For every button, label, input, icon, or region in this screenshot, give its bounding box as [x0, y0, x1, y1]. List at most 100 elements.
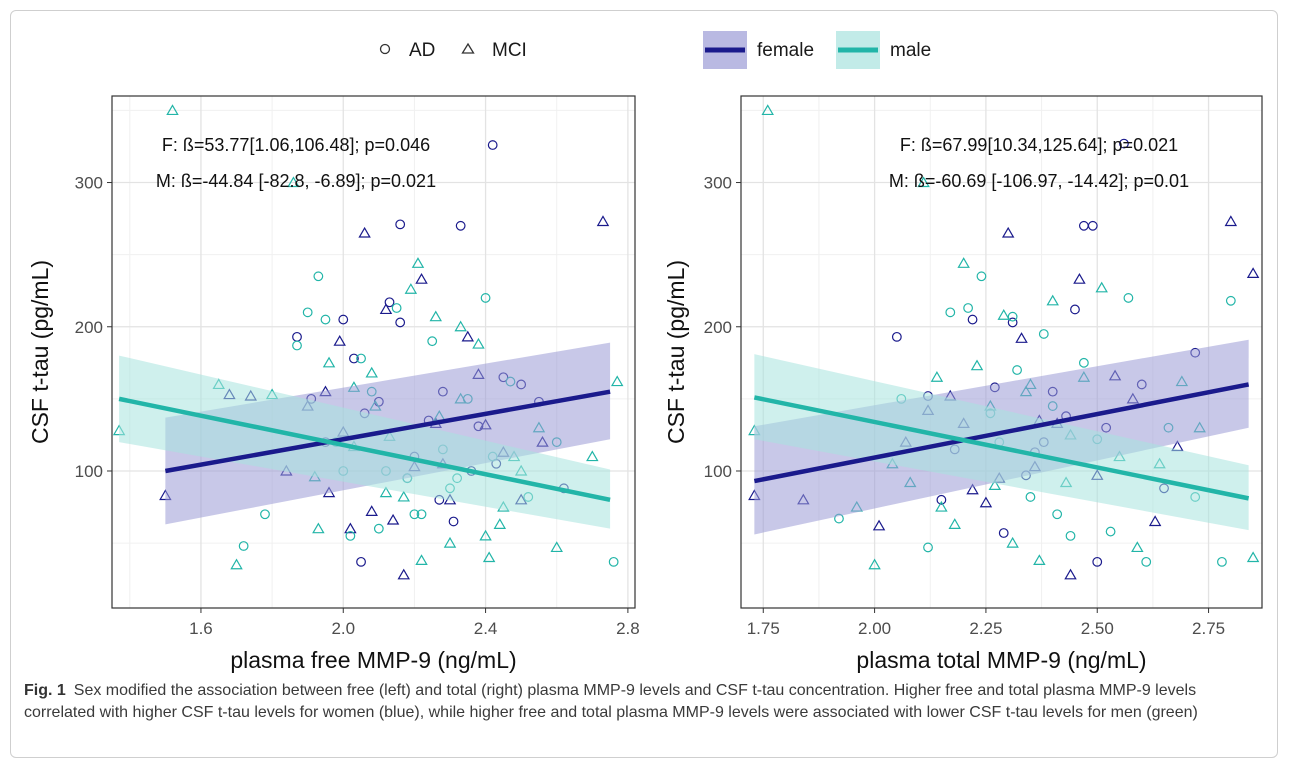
fit-line-male	[118, 396, 611, 503]
x-tick-label: 2.50	[1081, 619, 1114, 638]
data-point-male-ad	[1105, 526, 1116, 537]
stat-annotation: M: ß=-44.84 [-82.8, -6.89]; p=0.021	[156, 171, 436, 191]
data-point-male-ad	[1007, 311, 1018, 322]
caption-text: Sex modified the association between fre…	[24, 682, 1198, 721]
data-point-female-ad	[967, 314, 978, 325]
data-point-male-ad	[1078, 357, 1089, 368]
data-point-male-mci	[322, 356, 336, 368]
legend-label-mci: MCI	[492, 40, 527, 61]
figure-frame	[10, 10, 1278, 758]
y-axis-label: CSF t-tau (pg/mL)	[663, 260, 689, 444]
data-point-male-ad	[313, 271, 324, 282]
x-tick-label: 2.0	[331, 619, 355, 638]
data-point-male-mci	[957, 257, 970, 268]
data-point-female-mci	[333, 334, 346, 346]
fit-line-male	[753, 395, 1250, 501]
legend-triangle-icon	[461, 42, 475, 54]
data-point-male-mci	[312, 522, 325, 534]
data-point-male-mci	[1006, 536, 1019, 548]
data-point-male-mci	[970, 359, 984, 371]
data-point-male-ad	[1012, 365, 1022, 375]
data-point-male-mci	[930, 371, 944, 382]
data-point-male-ad	[345, 530, 356, 541]
data-point-female-ad	[395, 317, 406, 328]
data-point-male-ad	[373, 523, 384, 534]
data-point-male-ad	[976, 271, 987, 282]
data-point-male-mci	[1131, 541, 1144, 553]
figure-caption: Fig. 1 Sex modified the association betwe…	[24, 680, 1264, 724]
y-tick-label: 300	[75, 174, 103, 193]
data-point-male-ad	[608, 556, 619, 567]
legend-label-ad: AD	[409, 40, 435, 61]
data-point-male-mci	[586, 450, 599, 462]
data-point-male-mci	[948, 518, 961, 529]
data-point-female-mci	[386, 513, 400, 525]
data-point-male-mci	[415, 554, 428, 566]
x-tick-label: 2.75	[1192, 619, 1225, 638]
data-point-female-ad	[356, 556, 366, 567]
caption-label: Fig. 1	[24, 682, 66, 699]
data-point-female-ad	[384, 297, 395, 308]
panel-border	[111, 95, 636, 609]
stat-annotation: M: ß=-60.69 [-106.97, -14.42]; p=0.01	[889, 171, 1189, 191]
x-tick-label: 2.25	[969, 619, 1002, 638]
data-point-male-ad	[416, 509, 427, 520]
x-tick-label: 1.75	[747, 619, 780, 638]
data-point-male-ad	[320, 314, 331, 325]
data-point-female-mci	[1015, 332, 1028, 343]
legend: AD MCI female male	[379, 31, 931, 69]
fit-line-female	[164, 389, 611, 474]
stat-annotation: F: ß=53.77[1.06,106.48]; p=0.046	[162, 135, 430, 155]
data-point-female-mci	[415, 272, 428, 284]
plot-background	[741, 96, 1262, 608]
data-point-female-ad	[1119, 138, 1129, 149]
data-point-female-mci	[358, 226, 371, 238]
data-point-male-ad	[963, 303, 974, 313]
data-point-male-mci	[1033, 554, 1046, 566]
data-point-male-mci	[230, 558, 243, 570]
data-point-female-ad	[891, 331, 902, 342]
data-point-female-mci	[1246, 267, 1260, 278]
data-point-male-ad	[923, 542, 933, 553]
data-point-male-mci	[1046, 294, 1059, 306]
data-point-male-ad	[1217, 556, 1227, 567]
y-tick-label: 100	[704, 462, 732, 481]
data-point-female-mci	[872, 519, 886, 531]
data-point-male-mci	[404, 283, 418, 294]
data-point-male-mci	[917, 176, 930, 188]
data-point-male-mci	[443, 536, 457, 548]
confidence-band-male	[754, 354, 1249, 531]
y-tick-label: 100	[75, 462, 103, 481]
data-point-male-ad	[1052, 509, 1063, 520]
data-point-male-mci	[1246, 551, 1260, 563]
panel-right: 1.75 2.00 2.25 2.50 2.75 100 200 300 F: ß=67.99[…	[663, 95, 1263, 673]
data-point-female-mci	[979, 496, 993, 508]
data-point-male-mci	[550, 541, 563, 553]
data-point-female-mci	[379, 303, 393, 315]
x-tick-label: 1.6	[189, 619, 213, 638]
figure-canvas: AD MCI female male 1.6 2.0 2.4 2.8 100 200 300 F: …	[27, 31, 1263, 673]
data-point-female-ad	[1087, 220, 1098, 231]
data-point-male-mci	[479, 529, 492, 541]
data-point-female-mci	[365, 505, 378, 516]
data-point-male-ad	[945, 307, 956, 318]
data-point-male-mci	[868, 558, 881, 570]
data-point-male-mci	[365, 366, 378, 378]
data-point-female-ad	[998, 528, 1009, 538]
legend-circle-icon	[379, 43, 391, 55]
data-point-male-mci	[610, 375, 624, 387]
plot-background	[112, 96, 635, 608]
data-point-female-mci	[1001, 226, 1015, 238]
data-point-female-ad	[338, 314, 349, 325]
y-tick-label: 200	[75, 318, 103, 337]
data-point-female-mci	[1224, 215, 1238, 227]
data-point-male-ad	[409, 509, 420, 520]
data-point-male-mci	[472, 337, 485, 349]
y-tick-label: 200	[704, 318, 732, 337]
data-point-male-ad	[292, 340, 302, 351]
data-point-male-ad	[427, 336, 438, 347]
data-point-male-mci	[935, 500, 948, 512]
stat-annotation: F: ß=67.99[10.34,125.64]; p=0.021	[900, 135, 1178, 155]
x-tick-label: 2.00	[858, 619, 891, 638]
data-point-male-ad	[391, 303, 402, 313]
